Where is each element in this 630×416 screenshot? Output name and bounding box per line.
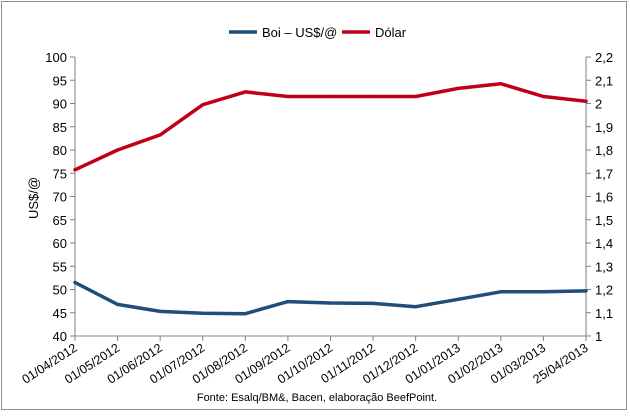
left-axis-tick-label: 60 <box>53 236 67 251</box>
right-axis-tick-label: 1,6 <box>595 190 613 205</box>
left-axis-tick-label: 50 <box>53 283 67 298</box>
x-axis: 01/04/201201/05/201201/06/201201/07/2012… <box>20 336 591 387</box>
data-point <box>73 168 77 172</box>
right-axis-tick-label: 2,1 <box>595 73 613 88</box>
left-axis-tick-label: 90 <box>53 97 67 112</box>
data-point <box>541 290 546 294</box>
data-point <box>158 133 162 137</box>
right-axis-tick-label: 1,1 <box>595 306 613 321</box>
right-axis-tick-label: 1,4 <box>595 236 613 251</box>
data-point <box>584 289 588 293</box>
data-point <box>499 290 503 294</box>
data-point <box>328 94 333 99</box>
right-axis-tick-label: 1,5 <box>595 213 613 228</box>
right-axis-tick-label: 2,2 <box>595 50 613 65</box>
source-note: Fonte: Esalq/BM&, Bacen, elaboração Beef… <box>197 392 437 404</box>
right-axis-tick-label: 2 <box>595 97 602 112</box>
data-point <box>115 148 120 152</box>
data-point <box>456 86 460 90</box>
data-point <box>371 94 375 99</box>
data-point <box>371 301 375 306</box>
data-point <box>201 311 205 315</box>
data-point <box>115 302 120 306</box>
right-axis-tick-label: 1,8 <box>595 143 613 158</box>
data-point <box>73 280 77 285</box>
right-axis-tick-label: 1,9 <box>595 120 613 135</box>
data-point <box>243 312 247 316</box>
left-axis-tick-label: 75 <box>53 166 67 181</box>
series-line-boi <box>73 280 588 316</box>
data-point <box>414 305 418 309</box>
line-chart: Boi – US$/@ Dólar 40 45 50 55 60 65 70 75 80 85 90 9… <box>20 25 614 404</box>
legend-label-dolar: Dólar <box>375 25 407 40</box>
data-point <box>414 94 418 99</box>
chart-frame: Boi – US$/@ Dólar 40 45 50 55 60 65 70 75 80 85 90 9… <box>1 1 627 410</box>
data-point <box>286 94 290 99</box>
left-axis-tick-label: 100 <box>45 50 67 65</box>
plot-area <box>74 57 587 337</box>
right-axis-tick-label: 1 <box>595 329 602 344</box>
left-axis-tick-label: 85 <box>53 120 67 135</box>
series-layer <box>73 81 588 316</box>
data-point <box>541 94 546 99</box>
data-point <box>499 82 503 86</box>
left-axis-tick-label: 80 <box>53 143 67 158</box>
left-axis-tick-label: 45 <box>53 306 67 321</box>
left-axis-tick-label: 95 <box>53 73 67 88</box>
right-y-axis: 1 1,1 1,2 1,3 1,4 1,5 1,6 1,7 1,8 1,9 2 2,1 2,2 <box>586 50 613 344</box>
left-axis-tick-label: 55 <box>53 259 67 274</box>
left-axis-tick-label: 65 <box>53 213 67 228</box>
data-point <box>158 309 162 313</box>
data-point <box>584 99 588 103</box>
legend: Boi – US$/@ Dólar <box>229 25 407 40</box>
legend-label-boi: Boi – US$/@ <box>262 25 337 40</box>
left-y-axis: 40 45 50 55 60 65 70 75 80 85 90 95 100 <box>45 50 75 344</box>
y-axis-title: US$/@ <box>26 177 41 219</box>
right-axis-tick-label: 1,7 <box>595 166 613 181</box>
left-axis-tick-label: 40 <box>53 329 67 344</box>
left-axis-tick-label: 70 <box>53 190 67 205</box>
right-axis-tick-label: 1,3 <box>595 259 613 274</box>
data-point <box>243 90 247 94</box>
data-point <box>201 103 205 107</box>
data-point <box>328 301 333 305</box>
data-point <box>456 297 460 301</box>
right-axis-tick-label: 1,2 <box>595 283 613 298</box>
data-point <box>286 299 290 304</box>
